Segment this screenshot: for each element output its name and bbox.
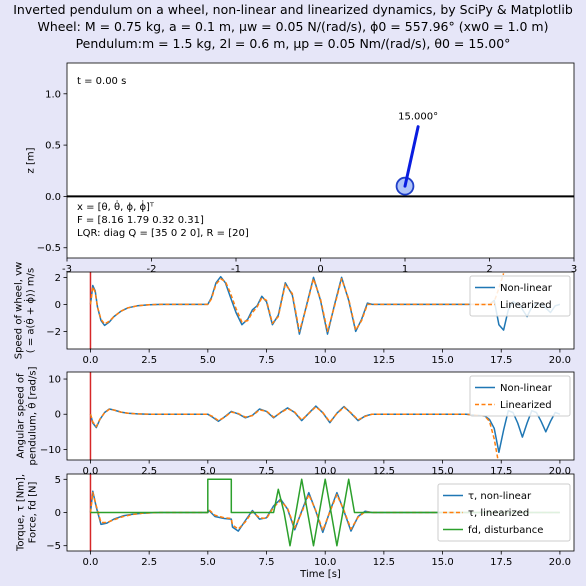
x-tick-label: 0.0 xyxy=(83,557,99,568)
torque-axes-ticks: 0.0 2.5 5.0 7.5 10.0 12.5 15.0 17.5 20.0 −5 0 5 xyxy=(46,475,571,568)
wheel-speed-axes-series-group xyxy=(89,273,561,335)
y-tick-label: 0.5 xyxy=(45,141,61,152)
y-tick-label: 0 xyxy=(55,410,61,421)
x-tick-label: 2.5 xyxy=(141,466,157,477)
x-tick-label: 5.0 xyxy=(200,466,216,477)
x-tick-label: 2.5 xyxy=(141,355,157,366)
pendulum-rod xyxy=(403,125,420,188)
x-tick-label: -1 xyxy=(231,264,241,275)
series-line-fd-disturbance xyxy=(90,478,560,547)
torque-axes-legend: τ, non-linear τ, linearized fd, disturbanc… xyxy=(437,483,571,542)
info-text-line: F = [8.16 1.79 0.32 0.31] xyxy=(77,215,204,226)
x-tick-label: 0.0 xyxy=(83,466,99,477)
x-tick-label: 10.0 xyxy=(314,466,336,477)
x-tick-label: -2 xyxy=(147,264,157,275)
legend-label: fd, disturbance xyxy=(468,525,543,536)
x-tick-label: 7.5 xyxy=(259,466,275,477)
y-axis-label-line: Angular speed of xyxy=(16,373,27,459)
x-tick-label: 0 xyxy=(317,264,323,275)
y-tick-label: −0.5 xyxy=(37,243,61,254)
angular-speed-axes-frame xyxy=(66,371,575,461)
y-tick-label: 0 xyxy=(55,508,61,519)
y-axis-label-line: Torque, τ [Nm], xyxy=(16,474,27,552)
angular-speed-axes-y-axis-label: Angular speed of pendulum, θ̇ [rad/s] xyxy=(16,366,39,465)
x-tick-label: 2 xyxy=(486,264,492,275)
x-tick-label: 17.5 xyxy=(490,355,512,366)
y-tick-label: −5 xyxy=(46,541,61,552)
x-tick-label: 2.5 xyxy=(141,557,157,568)
time-text: t = 0.00 s xyxy=(77,76,126,87)
x-tick-label: 0.0 xyxy=(83,355,99,366)
series-line-linearized xyxy=(89,406,499,459)
pendulum-angle-label: 15.000° xyxy=(398,112,438,123)
y-tick-label: 5 xyxy=(55,475,61,486)
x-tick-label: -3 xyxy=(62,264,72,275)
torque-axes-frame xyxy=(66,473,575,552)
torque-axes-x-axis-label: Time [s] xyxy=(299,569,341,580)
scene-y-axis-label: z [m] xyxy=(26,147,37,173)
legend-label: τ, linearized xyxy=(468,508,529,519)
wheel-speed-axes-ticks: 0.0 2.5 5.0 7.5 10.0 12.5 15.0 17.5 20.0 −2 0 2 xyxy=(46,273,571,366)
torque-axes-y-axis-label: Torque, τ [Nm], Force, fd [N] xyxy=(16,474,39,552)
wheel-speed-axes-legend: Non-linear Linearized xyxy=(469,275,571,317)
x-tick-label: 17.5 xyxy=(490,557,512,568)
x-tick-label: 7.5 xyxy=(259,355,275,366)
y-tick-label: −10 xyxy=(40,445,61,456)
wheel-speed-axes-y-axis-label: Speed of wheel, vw( = a(θ̇ + ϕ̇)) m/s xyxy=(14,262,37,359)
x-tick-label: 12.5 xyxy=(373,466,395,477)
angular-speed-axes-legend: Non-linear Linearized xyxy=(469,375,571,417)
y-axis-label-line: Force, fd [N] xyxy=(28,482,39,544)
legend-label: τ, non-linear xyxy=(468,491,532,502)
x-tick-label: 12.5 xyxy=(373,355,395,366)
legend-label: Linearized xyxy=(500,400,552,411)
y-tick-label: 1.0 xyxy=(45,89,61,100)
series-line-linearized xyxy=(89,273,505,333)
y-tick-label: 0.0 xyxy=(45,192,61,203)
legend-frame xyxy=(437,483,571,542)
y-axis-label-line: pendulum, θ̇ [rad/s] xyxy=(25,366,39,465)
figure-title-line-3: Pendulum:m = 1.5 kg, 2l = 0.6 m, μp = 0.… xyxy=(75,36,511,51)
x-tick-label: 20.0 xyxy=(549,466,571,477)
legend-label: Non-linear xyxy=(500,383,553,394)
scene-ticks: -3 -2 -1 0 1 2 3 −0.5 0.0 0.5 1.0 xyxy=(37,89,577,275)
x-tick-label: 10.0 xyxy=(314,355,336,366)
y-axis-label-line: Speed of wheel, vw xyxy=(14,262,25,359)
angular-speed-axes-ticks: 0.0 2.5 5.0 7.5 10.0 12.5 15.0 17.5 20.0 −10 0 10 xyxy=(40,375,571,477)
x-tick-label: 5.0 xyxy=(200,557,216,568)
x-tick-label: 15.0 xyxy=(431,466,453,477)
y-tick-label: 2 xyxy=(55,273,61,284)
x-tick-label: 15.0 xyxy=(431,355,453,366)
series-line-non-linear xyxy=(89,275,561,335)
y-axis-label-line: z [m] xyxy=(26,147,37,173)
x-tick-label: 17.5 xyxy=(490,466,512,477)
y-tick-label: 10 xyxy=(48,375,61,386)
figure-title-line-1: Inverted pendulum on a wheel, non-linear… xyxy=(13,2,573,17)
wheel-speed-axes-frame xyxy=(66,271,575,350)
x-tick-label: 20.0 xyxy=(549,557,571,568)
legend-label: Linearized xyxy=(500,300,552,311)
scene-background xyxy=(67,63,574,258)
legend-label: Non-linear xyxy=(500,283,553,294)
x-tick-label: 7.5 xyxy=(259,557,275,568)
x-tick-label: 5.0 xyxy=(200,355,216,366)
legend-frame xyxy=(469,275,571,317)
x-tick-label: 12.5 xyxy=(373,557,395,568)
figure-title-line-2: Wheel: M = 0.75 kg, a = 0.1 m, μw = 0.05… xyxy=(37,19,549,34)
y-tick-label: −2 xyxy=(46,327,61,338)
x-tick-label: 20.0 xyxy=(549,355,571,366)
info-text-line: x = [θ, θ̇, ϕ, ϕ̇]ᵀ xyxy=(77,199,154,213)
x-tick-label: 15.0 xyxy=(431,557,453,568)
x-tick-label: 3 xyxy=(571,264,577,275)
x-tick-label: 10.0 xyxy=(314,557,336,568)
scene-frame xyxy=(66,62,575,259)
y-axis-label-line: ( = a(θ̇ + ϕ̇)) m/s xyxy=(23,268,37,353)
info-text-line: LQR: diag Q = [35 0 2 0], R = [20] xyxy=(77,228,249,239)
y-tick-label: 0 xyxy=(55,300,61,311)
x-tick-label: 1 xyxy=(402,264,408,275)
legend-frame xyxy=(469,375,571,417)
torque-axes-series-group xyxy=(89,478,560,547)
